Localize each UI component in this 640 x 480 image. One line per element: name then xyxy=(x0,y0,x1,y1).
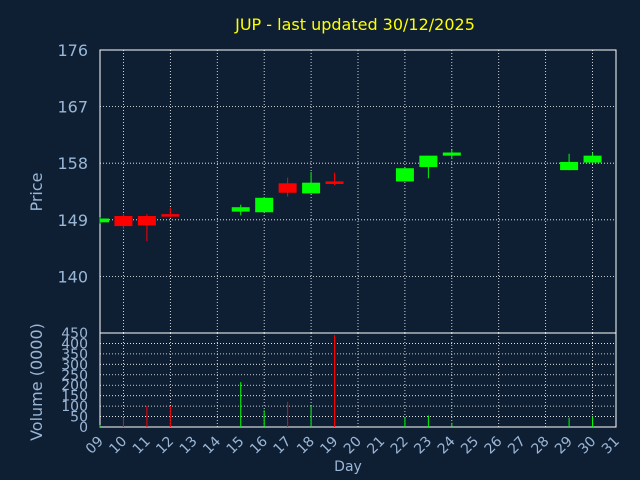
x-tick-label: 17 xyxy=(271,434,295,458)
volume-tick-label: 450 xyxy=(61,326,88,342)
volume-tick-label: 250 xyxy=(61,368,88,384)
price-tick-label: 158 xyxy=(57,154,88,173)
x-tick-label: 16 xyxy=(247,433,271,457)
candle-body xyxy=(325,181,344,184)
x-tick-label: 26 xyxy=(482,433,506,457)
volume-axis-label: Volume (0000) xyxy=(27,323,46,441)
candle-body xyxy=(583,155,602,163)
volume-tick-label: 200 xyxy=(61,378,88,394)
candle-body xyxy=(255,197,274,213)
candle-body xyxy=(442,152,461,156)
candles xyxy=(99,149,602,242)
x-tick-label: 22 xyxy=(388,434,412,458)
candle-body xyxy=(231,207,250,212)
x-tick-label: 27 xyxy=(505,434,529,458)
x-tick-label: 19 xyxy=(317,434,341,458)
candle-body xyxy=(114,216,133,227)
volume-tick-label: 50 xyxy=(70,410,88,426)
volume-tick-label: 400 xyxy=(61,336,88,352)
candle-body xyxy=(419,155,438,167)
x-tick-label: 25 xyxy=(458,434,482,458)
x-tick-label: 29 xyxy=(552,434,576,458)
x-tick-label: 21 xyxy=(364,434,388,458)
volume-tick-label: 350 xyxy=(61,347,88,363)
x-tick-label: 28 xyxy=(529,434,553,458)
x-tick-label: 20 xyxy=(341,434,365,458)
price-axis-label: Price xyxy=(27,172,46,211)
x-tick-label: 11 xyxy=(130,434,154,458)
x-tick-label: 12 xyxy=(153,434,177,458)
candle-body xyxy=(278,183,297,193)
x-tick-label: 09 xyxy=(83,434,107,458)
chart-title: JUP - last updated 30/12/2025 xyxy=(234,15,475,34)
volume-grid xyxy=(99,332,617,428)
volume-tick-label: 300 xyxy=(61,357,88,373)
price-ticks: 140 149 158 167 176 xyxy=(57,41,88,286)
x-tick-label: 13 xyxy=(177,434,201,458)
volume-bars xyxy=(99,335,594,427)
x-tick-label: 30 xyxy=(575,434,599,458)
x-tick-label: 31 xyxy=(599,434,623,458)
x-axis-label: Day xyxy=(334,459,362,475)
volume-frame xyxy=(99,332,617,428)
x-tick-label: 18 xyxy=(294,434,318,458)
x-tick-label: 10 xyxy=(106,434,130,458)
candle-body xyxy=(100,218,109,223)
volume-tick-label: 100 xyxy=(61,399,88,415)
candle-body xyxy=(395,168,414,182)
candle-body xyxy=(137,216,156,226)
volume-tick-label: 0 xyxy=(79,420,88,436)
volume-tick-label: 150 xyxy=(61,389,88,405)
price-tick-label: 167 xyxy=(57,98,88,117)
x-tick-label: 14 xyxy=(200,433,224,457)
candle-body xyxy=(302,182,321,194)
price-tick-label: 176 xyxy=(57,41,88,60)
price-tick-label: 140 xyxy=(57,267,88,286)
x-tick-label: 24 xyxy=(435,433,459,457)
x-tick-label: 23 xyxy=(411,434,435,458)
price-grid xyxy=(99,49,617,334)
candle-body xyxy=(161,214,180,217)
price-tick-label: 149 xyxy=(57,211,88,230)
x-tick-label: 15 xyxy=(224,434,248,458)
x-ticks: 09 10 11 12 13 14 15 16 17 18 19 20 21 22 23 24 25 26 27 28… xyxy=(83,433,623,457)
candle-body xyxy=(560,161,579,171)
